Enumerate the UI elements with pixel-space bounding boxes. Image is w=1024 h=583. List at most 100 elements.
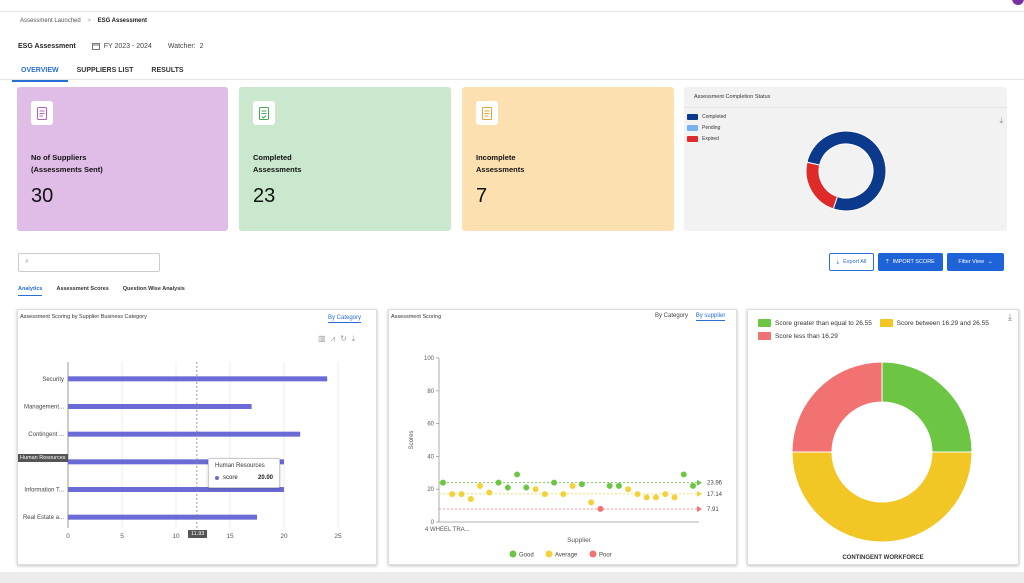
y-tick-label: 80	[427, 389, 434, 395]
download-icon[interactable]: ⤓	[351, 334, 356, 343]
completion-status-card: Assessment Completion Status Completed P…	[684, 87, 1007, 231]
x-tick-label: 10	[172, 533, 180, 540]
legend-item-mid[interactable]: Score between 16.29 and 26.55	[879, 319, 989, 327]
y-tick-label: Real Estate a...	[23, 515, 64, 521]
import-score-button[interactable]: ⤒ IMPORT SCORE	[878, 253, 943, 271]
legend-item-low[interactable]: Score less than 16.29	[758, 332, 838, 340]
bar-chart-icon[interactable]: ▥	[318, 334, 326, 343]
chart-tooltip: Human Resources score 20.00	[208, 458, 280, 488]
tab-suppliers-list[interactable]: SUPPLIERS LIST	[76, 67, 134, 74]
completed-card-label: Completed Assessments	[253, 153, 302, 174]
tab-assessment-scores[interactable]: Assessment Scores	[56, 286, 109, 292]
data-point	[532, 486, 539, 493]
data-point	[634, 491, 641, 498]
data-point	[486, 489, 493, 496]
tab-question-wise-analysis[interactable]: Question Wise Analysis	[122, 286, 185, 292]
completion-status-title: Assessment Completion Status	[684, 87, 1007, 108]
chart-toolbar: ▥ ⩘ ↻ ⤓	[318, 334, 355, 344]
refresh-icon[interactable]: ↻	[340, 334, 347, 343]
user-menu[interactable]	[962, 0, 1024, 5]
document-pending-icon	[476, 101, 498, 125]
legend-marker	[545, 550, 553, 558]
bar	[68, 459, 284, 465]
tab-analytics[interactable]: Analytics	[18, 286, 43, 296]
y-tick-label: Management...	[24, 405, 64, 411]
data-point	[467, 496, 474, 503]
x-tick-label: 15	[226, 533, 234, 540]
score-donut-chart	[791, 361, 973, 543]
top-strip	[0, 0, 1024, 12]
completed-card-value: 23	[253, 185, 276, 207]
data-point	[514, 471, 521, 478]
y-tick-label: 60	[427, 422, 434, 428]
legend-item-expired[interactable]: Expired	[687, 136, 726, 142]
supplier-scoring-panel: Assessment Scoring By Category By suppli…	[388, 309, 737, 565]
tab-overview[interactable]: OVERVIEW	[12, 64, 68, 82]
data-point	[569, 482, 576, 489]
breadcrumb: Assessment Launched > ESG Assessment	[20, 18, 147, 24]
tab-results[interactable]: RESULTS	[151, 67, 184, 74]
y-tick-label: 0	[431, 520, 435, 526]
data-point	[541, 491, 548, 498]
suppliers-card-label: No of Suppliers (Assessments Sent)	[31, 153, 103, 174]
analytics-tabs: Analytics Assessment Scores Question Wis…	[18, 286, 185, 296]
main-tabs: OVERVIEW SUPPLIERS LIST RESULTS	[12, 64, 193, 82]
calendar-icon	[91, 43, 100, 50]
legend-item-completed[interactable]: Completed	[687, 114, 726, 120]
chevron-down-icon: ⌄	[987, 259, 993, 265]
legend-label: Poor	[599, 553, 612, 559]
legend-marker	[509, 550, 517, 558]
filter-view-button[interactable]: Filter View ⌄	[947, 253, 1004, 271]
panel-title: Assessment Scoring	[391, 314, 442, 320]
data-point	[615, 482, 622, 489]
line-chart-icon[interactable]: ⩘	[330, 334, 336, 343]
data-point	[652, 494, 659, 501]
legend-item-high[interactable]: Score greater than equal to 26.55	[758, 319, 872, 327]
data-point	[588, 499, 595, 506]
completed-card: Completed Assessments 23	[239, 87, 451, 231]
export-all-button[interactable]: ⤓ Export All	[829, 253, 874, 271]
watcher-label: Watcher:	[167, 42, 196, 50]
bar	[68, 431, 301, 437]
x-tick-label: 20	[280, 533, 288, 540]
data-point	[523, 484, 530, 491]
download-icon[interactable]: ⤓	[999, 116, 1003, 125]
search-input[interactable]: ⌕	[18, 253, 160, 272]
x-tick-label: 25	[334, 533, 342, 540]
score-legend: Score greater than equal to 26.55 Score …	[758, 319, 1018, 345]
data-point	[560, 491, 567, 498]
suppliers-card-value: 30	[31, 185, 54, 207]
incomplete-card: Incomplete Assessments 7	[462, 87, 674, 231]
by-supplier-toggle[interactable]: By supplier	[695, 313, 726, 321]
avatar[interactable]	[1012, 0, 1024, 5]
fiscal-year-value: FY 2023 - 2024	[103, 42, 152, 50]
main-page: Assessment Launched > ESG Assessment ESG…	[0, 12, 1024, 572]
legend-label: Good	[519, 553, 534, 559]
incomplete-card-label: Incomplete Assessments	[476, 153, 525, 174]
data-point	[643, 494, 650, 501]
category-scoring-panel: Assessment Scoring by Supplier Business …	[17, 309, 377, 565]
title-line: ESG Assessment FY 2023 - 2024 Watcher: 2	[18, 42, 204, 50]
download-icon[interactable]: ⤓	[1008, 312, 1012, 322]
watcher-value[interactable]: 2	[199, 42, 204, 50]
data-point	[606, 482, 613, 489]
breadcrumb-parent[interactable]: Assessment Launched	[20, 18, 81, 24]
completion-donut-slice-2	[805, 161, 839, 210]
data-point	[690, 482, 696, 489]
x-axis-label: Supplier	[567, 537, 592, 544]
y-tick-label: 20	[427, 487, 434, 493]
data-point	[449, 491, 456, 498]
data-point	[625, 486, 632, 493]
data-point	[495, 479, 502, 486]
y-tick-label: Contingent ...	[28, 432, 64, 438]
by-category-toggle[interactable]: By Category	[328, 315, 362, 323]
data-point	[680, 471, 687, 478]
data-point	[597, 505, 604, 512]
breadcrumb-separator: >	[87, 18, 91, 24]
bar	[68, 404, 252, 409]
by-category-toggle[interactable]: By Category	[655, 313, 689, 319]
suppliers-card: No of Suppliers (Assessments Sent) 30	[17, 87, 228, 231]
download-icon: ⤓	[836, 258, 840, 265]
y-tick-label: Security	[42, 377, 64, 383]
legend-item-pending[interactable]: Pending	[687, 125, 726, 131]
